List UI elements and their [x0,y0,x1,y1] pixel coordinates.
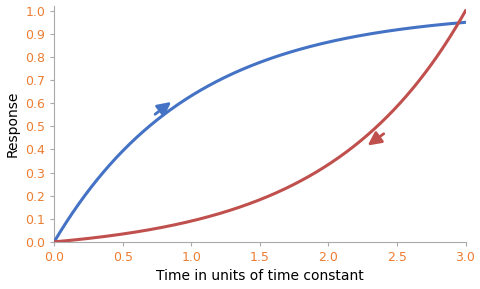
Y-axis label: Response: Response [6,91,20,157]
X-axis label: Time in units of time constant: Time in units of time constant [156,269,363,284]
